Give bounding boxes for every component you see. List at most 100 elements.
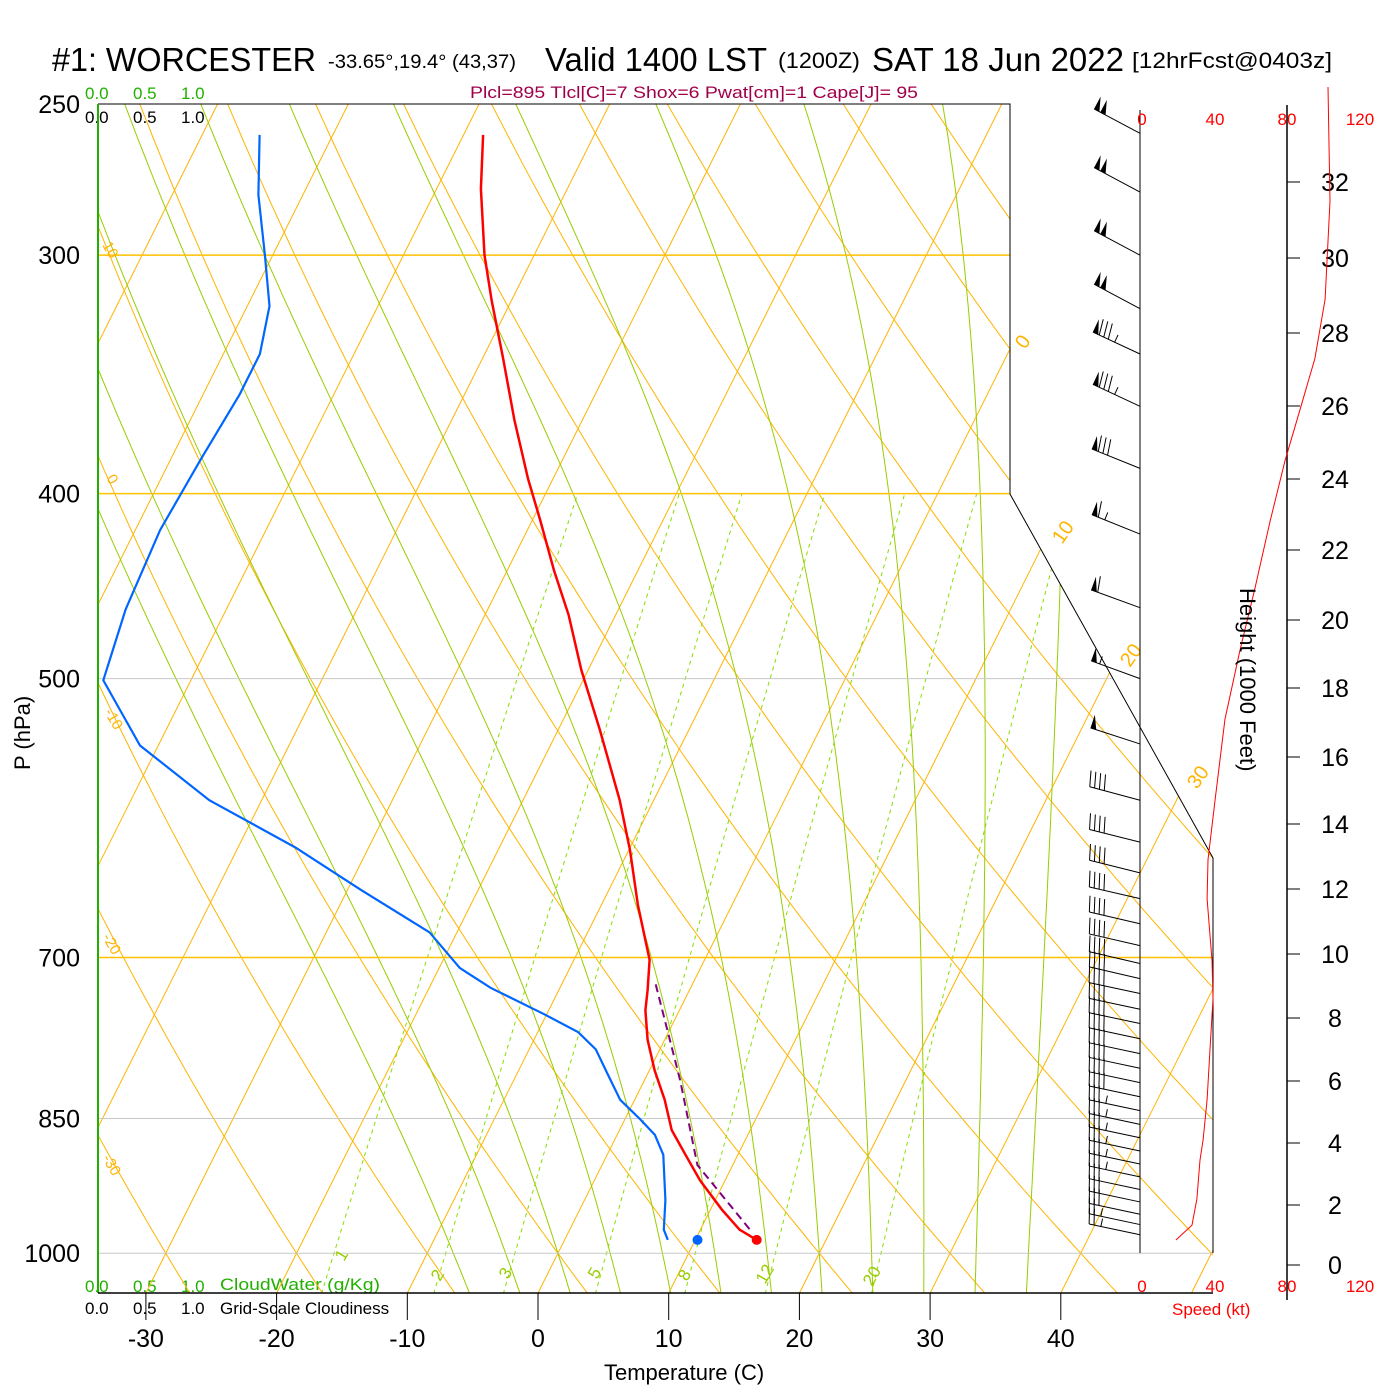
wind-barb bbox=[1088, 935, 1141, 964]
height-tick-label: 0 bbox=[1328, 1252, 1342, 1280]
isotherm-line bbox=[98, 104, 349, 1293]
wind-barb bbox=[1088, 870, 1141, 900]
moist-adiabat-line bbox=[1025, 104, 1066, 1293]
moist-adiabat-line bbox=[98, 104, 521, 1293]
barb-full bbox=[1093, 896, 1096, 914]
barb-staff bbox=[1092, 331, 1141, 355]
wind-barb bbox=[1093, 271, 1141, 310]
mixing-ratio-label: 1 bbox=[331, 1246, 352, 1264]
cw-tick: 0.0 bbox=[85, 1277, 109, 1296]
barb-staff bbox=[1089, 1165, 1141, 1178]
barb-full bbox=[1089, 813, 1092, 830]
isotherm-line bbox=[799, 104, 1213, 1293]
barb-full bbox=[1093, 871, 1096, 889]
height-tick-label: 14 bbox=[1321, 811, 1349, 839]
wind-barb bbox=[1088, 917, 1141, 947]
barb-staff bbox=[1089, 982, 1141, 994]
isotherm-line bbox=[98, 104, 611, 1293]
barb-full bbox=[1088, 935, 1091, 952]
mixing-ratio-line bbox=[502, 493, 743, 1293]
wind-barb bbox=[1088, 950, 1141, 980]
zulu-time: (1200Z) bbox=[778, 48, 860, 73]
height-tick-label: 16 bbox=[1321, 744, 1349, 772]
valid-time: Valid 1400 LST bbox=[545, 41, 767, 78]
isotherm-line bbox=[98, 104, 219, 1293]
dry-adiabat-line bbox=[315, 104, 1119, 1293]
wind-barbs bbox=[1088, 96, 1141, 1236]
cloud-scale-top: 0.0 0.5 1.0 0.0 0.5 1.0 bbox=[85, 84, 205, 127]
barb-staff bbox=[1089, 951, 1141, 964]
surface-temperature-dot bbox=[751, 1234, 762, 1245]
barb-pennant bbox=[1100, 99, 1107, 116]
mixing-ratio-label: 20 bbox=[859, 1263, 885, 1289]
barb-staff bbox=[1089, 1126, 1141, 1139]
barb-full bbox=[1094, 771, 1097, 789]
wind-barb bbox=[1093, 218, 1141, 256]
gs-tick: 0.0 bbox=[85, 1299, 109, 1318]
barb-staff bbox=[1089, 829, 1141, 843]
wind-barb bbox=[1089, 843, 1141, 874]
mixing-ratio-label: 3 bbox=[495, 1264, 516, 1282]
speed-axis-label: Speed (kt) bbox=[1172, 1300, 1250, 1319]
barb-half bbox=[1114, 334, 1119, 343]
barb-half bbox=[1104, 512, 1109, 521]
dry-adiabat-line bbox=[98, 104, 589, 1293]
height-tick-label: 6 bbox=[1328, 1068, 1342, 1096]
height-tick-label: 8 bbox=[1328, 1005, 1342, 1033]
moist-adiabat-line bbox=[200, 104, 672, 1293]
barb-staff bbox=[1089, 1223, 1141, 1236]
mixing-ratio-label: 8 bbox=[674, 1266, 695, 1284]
barb-half bbox=[1099, 656, 1103, 665]
dry-adiabat-line bbox=[491, 104, 1213, 1293]
barb-staff bbox=[1089, 1085, 1141, 1098]
wind-barb bbox=[1088, 996, 1141, 1025]
barb-full bbox=[1103, 847, 1106, 864]
barb-full bbox=[1103, 373, 1109, 390]
wind-barb bbox=[1090, 714, 1141, 745]
barb-staff bbox=[1089, 886, 1141, 900]
dry-adiabat-line bbox=[403, 104, 1213, 1293]
barb-staff bbox=[1089, 966, 1141, 980]
barb-staff bbox=[1090, 589, 1141, 609]
wind-barb bbox=[1088, 1055, 1141, 1084]
barb-staff bbox=[1090, 727, 1141, 745]
y-axis-label: P (hPa) bbox=[10, 696, 35, 770]
wind-barb bbox=[1088, 1174, 1141, 1203]
isotherm-label: 20 bbox=[1116, 640, 1147, 671]
moist-adiabat-line bbox=[124, 104, 622, 1293]
mixing-ratio-label: 5 bbox=[584, 1264, 605, 1282]
barb-full bbox=[1098, 897, 1101, 915]
cw-tick: 1.0 bbox=[181, 1277, 205, 1296]
temp-tick-label: 30 bbox=[916, 1325, 944, 1353]
wind-barb bbox=[1093, 155, 1141, 193]
speed-tick-label-top: 80 bbox=[1278, 110, 1297, 129]
speed-tick-label-bottom: 120 bbox=[1346, 1277, 1374, 1296]
cw-tick: 1.0 bbox=[181, 84, 205, 103]
barb-half bbox=[1100, 1218, 1104, 1227]
station-coords: -33.65°,19.4° (43,37) bbox=[328, 52, 516, 73]
isotherm-line bbox=[1191, 104, 1213, 1293]
cw-tick: 0.5 bbox=[133, 1277, 157, 1296]
height-tick-label: 30 bbox=[1321, 245, 1349, 273]
moist-adiabat-line bbox=[98, 104, 571, 1293]
wind-barb bbox=[1089, 813, 1141, 843]
barb-pennant bbox=[1091, 435, 1098, 452]
wind-barb bbox=[1088, 1123, 1141, 1152]
barb-full bbox=[1103, 899, 1106, 916]
pressure-tick-label: 300 bbox=[38, 242, 80, 270]
height-tick-label: 4 bbox=[1328, 1130, 1342, 1158]
barb-staff bbox=[1089, 1027, 1141, 1040]
wind-barb bbox=[1088, 1207, 1141, 1236]
barb-full bbox=[1098, 872, 1101, 890]
barb-staff bbox=[1089, 1190, 1141, 1203]
temp-tick-label: 0 bbox=[531, 1325, 545, 1353]
dry-adiabat-line bbox=[227, 104, 986, 1293]
dry-adiabat-line bbox=[139, 104, 854, 1293]
sounding-profiles bbox=[102, 134, 762, 1245]
cloud-scale-bottom: 0.0 0.5 1.0 CloudWater (g/Kg) 0.0 0.5 1.… bbox=[85, 1275, 389, 1318]
height-tick-label: 2 bbox=[1328, 1192, 1342, 1220]
parcel-path bbox=[654, 984, 751, 1231]
barb-full bbox=[1098, 937, 1101, 955]
wind-barb bbox=[1088, 1011, 1141, 1040]
wind-barb bbox=[1092, 371, 1141, 407]
